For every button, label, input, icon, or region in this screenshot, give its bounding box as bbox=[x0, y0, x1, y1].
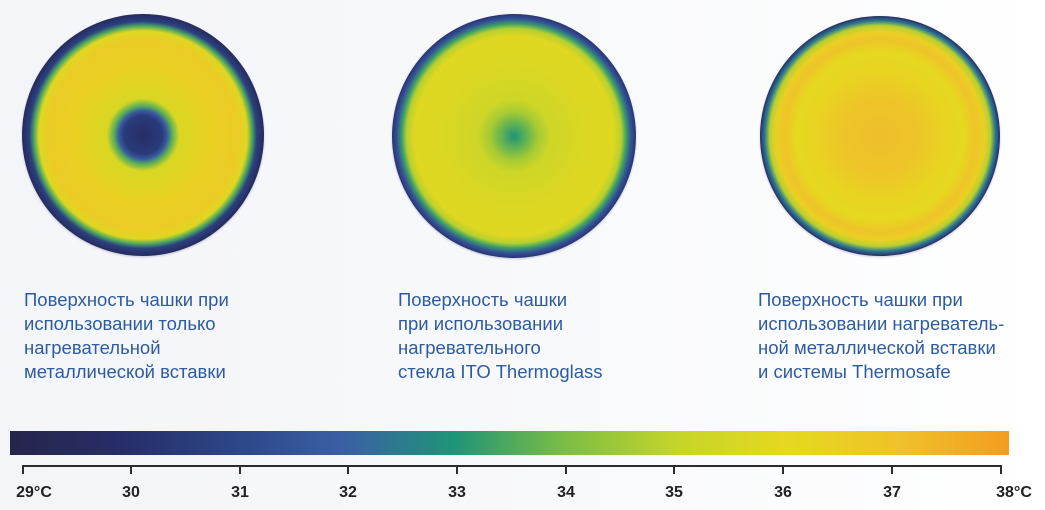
temperature-colorbar bbox=[10, 431, 1009, 455]
caption-metal-insert: Поверхность чашки при использовании толь… bbox=[24, 289, 229, 382]
tick-mark bbox=[782, 465, 784, 474]
tick-label-30: 30 bbox=[122, 484, 140, 501]
tick-mark bbox=[239, 465, 241, 474]
caption-ito-thermoglass: Поверхность чашки при использовании нагр… bbox=[398, 289, 603, 382]
tick-mark bbox=[456, 465, 458, 474]
caption-thermosafe: Поверхность чашки при использовании нагр… bbox=[758, 289, 1005, 382]
tick-label-37: 37 bbox=[883, 484, 901, 501]
tick-mark bbox=[1000, 465, 1002, 474]
tick-mark bbox=[565, 465, 567, 474]
tick-mark bbox=[22, 465, 24, 474]
tick-label-29: 29°C bbox=[16, 484, 52, 501]
tick-label-38: 38°C bbox=[996, 484, 1032, 501]
thermal-dish-metal-insert bbox=[22, 14, 264, 256]
tick-label-36: 36 bbox=[774, 484, 792, 501]
tick-mark bbox=[891, 465, 893, 474]
tick-label-32: 32 bbox=[339, 484, 357, 501]
tick-mark bbox=[347, 465, 349, 474]
tick-mark bbox=[130, 465, 132, 474]
tick-label-35: 35 bbox=[665, 484, 683, 501]
tick-label-33: 33 bbox=[448, 484, 466, 501]
thermal-dish-thermosafe bbox=[760, 16, 1000, 256]
temperature-axis-line bbox=[22, 465, 1002, 467]
tick-label-34: 34 bbox=[557, 484, 575, 501]
thermal-dish-ito-thermoglass bbox=[392, 14, 636, 258]
tick-mark bbox=[673, 465, 675, 474]
tick-label-31: 31 bbox=[231, 484, 249, 501]
